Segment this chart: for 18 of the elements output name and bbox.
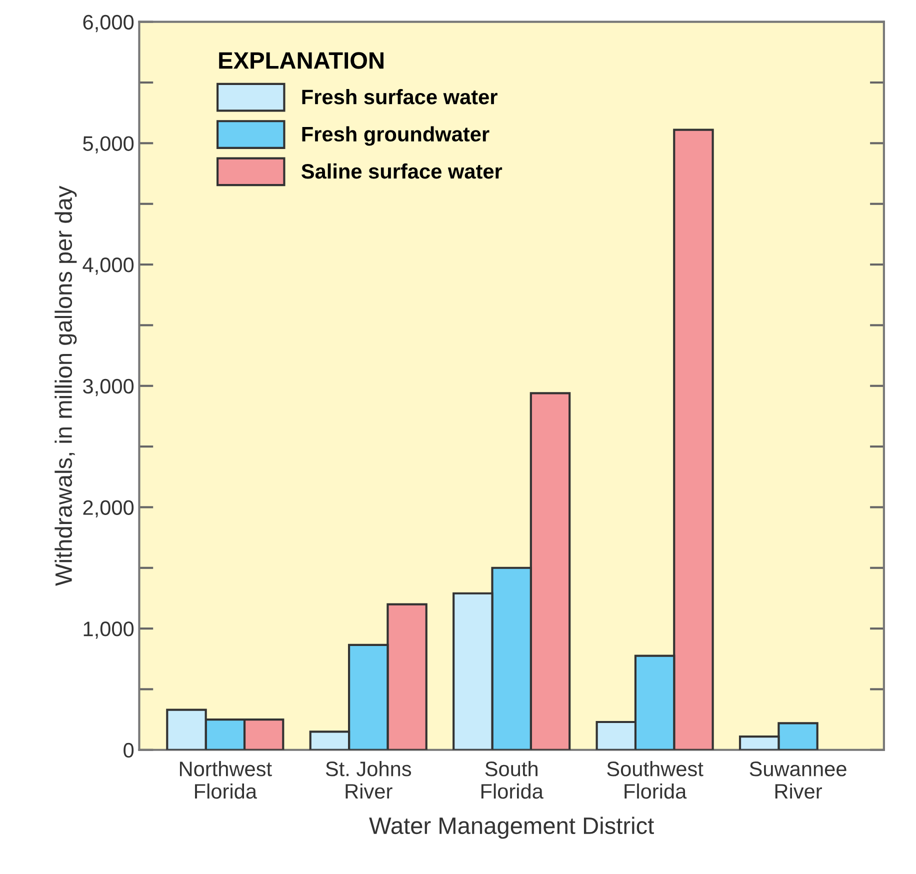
x-tick-label: Suwannee River	[750, 762, 846, 799]
x-tick-label: Southwest Florida	[607, 761, 704, 799]
x-tick-label: South Florida	[481, 761, 544, 799]
y-tick-label: 6,000	[83, 14, 134, 32]
x-tick-label: St. Johns River	[326, 761, 412, 799]
y-axis-title: Withdrawals, in million gallons per day	[54, 186, 77, 586]
legend-label: Fresh surface water	[302, 89, 498, 104]
legend-title: EXPLANATION	[219, 52, 384, 69]
y-tick-label: 5,000	[83, 136, 134, 154]
legend-label: Fresh groundwater	[302, 126, 490, 146]
legend-label: Saline surface water	[301, 163, 502, 179]
x-tick-label: Northwest Florida	[180, 761, 272, 799]
y-tick-label: 3,000	[83, 378, 134, 396]
y-tick-label: 1,000	[84, 622, 134, 639]
x-axis-title: Water Management District	[369, 816, 654, 839]
y-tick-label: 0	[124, 742, 134, 758]
y-tick-label: 2,000	[83, 500, 134, 518]
y-tick-label: 4,000	[82, 258, 134, 275]
